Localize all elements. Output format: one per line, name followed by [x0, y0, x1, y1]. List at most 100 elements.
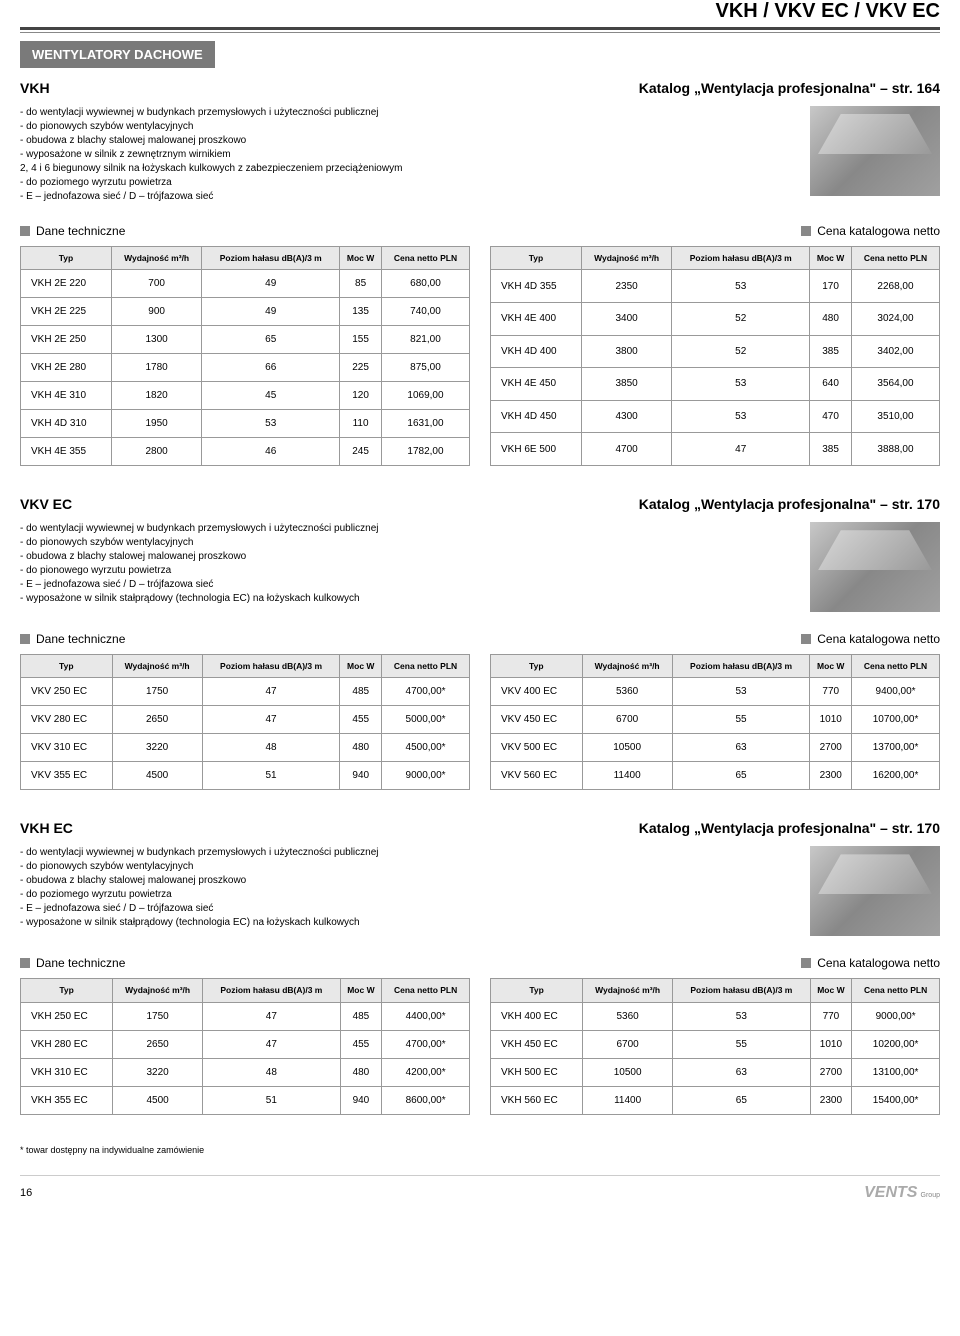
price-label: Cena katalogowa netto	[801, 956, 940, 970]
col-typ: Typ	[21, 247, 112, 270]
table-cell: 110	[340, 410, 382, 438]
table-row: VKH 310 EC3220484804200,00*	[21, 1058, 470, 1086]
table-cell: 47	[202, 706, 340, 734]
katalog-ref: Katalog „Wentylacja profesjonalna" – str…	[639, 496, 940, 512]
table-cell: 52	[672, 335, 810, 368]
table-cell: 3564,00	[851, 368, 939, 401]
desc-line: - obudowa z blachy stalowej malowanej pr…	[20, 874, 790, 888]
desc-row: - do wentylacji wywiewnej w budynkach pr…	[20, 846, 940, 936]
table-cell: 3850	[582, 368, 672, 401]
table-cell: 2700	[810, 734, 852, 762]
col-halas: Poziom hałasu dB(A)/3 m	[672, 655, 810, 678]
table-cell: 11400	[583, 1086, 673, 1114]
tech-head: Dane techniczneCena katalogowa netto	[20, 224, 940, 238]
desc-row: - do wentylacji wywiewnej w budynkach pr…	[20, 106, 940, 204]
table-row: VKH 560 EC1140065230015400,00*	[491, 1086, 940, 1114]
table-cell: 2700	[810, 1058, 852, 1086]
table-row: VKV 310 EC3220484804500,00*	[21, 734, 470, 762]
table-cell: VKH 4E 355	[21, 438, 112, 466]
table-cell: 10200,00*	[852, 1030, 940, 1058]
desc-line: - wyposażone w silnik stałprądowy (techn…	[20, 916, 790, 930]
product-title: VKV EC	[20, 496, 72, 512]
product-head: VKV EC Katalog „Wentylacja profesjonalna"…	[20, 496, 940, 512]
table-cell: VKV 500 EC	[491, 734, 583, 762]
table-row: VKH 280 EC2650474554700,00*	[21, 1030, 470, 1058]
col-cena: Cena netto PLN	[381, 247, 469, 270]
spec-table: TypWydajność m³/hPoziom hałasu dB(A)/3 m…	[490, 246, 940, 466]
table-cell: 4500	[112, 762, 202, 790]
table-row: VKV 355 EC4500519409000,00*	[21, 762, 470, 790]
product-head: VKH ECKatalog „Wentylacja profesjonalna"…	[20, 820, 940, 836]
table-cell: 2350	[582, 270, 672, 303]
col-wyd: Wydajność m³/h	[113, 979, 203, 1002]
table-cell: 120	[340, 382, 382, 410]
table-cell: 1950	[112, 410, 202, 438]
table-row: VKH 4E 3552800462451782,00	[21, 438, 470, 466]
product-block: VKHKatalog „Wentylacja profesjonalna" – …	[20, 80, 940, 466]
table-cell: 47	[203, 1002, 341, 1030]
table-cell: VKH 560 EC	[491, 1086, 583, 1114]
table-cell: 170	[810, 270, 852, 303]
table-cell: VKV 280 EC	[21, 706, 113, 734]
table-cell: 225	[340, 354, 382, 382]
table-row: VKV 560 EC1140065230016200,00*	[491, 762, 940, 790]
table-cell: 4700,00*	[382, 678, 470, 706]
table-cell: 49	[202, 270, 340, 298]
tables-row: TypWydajność m³/hPoziom hałasu dB(A)/3 m…	[20, 246, 940, 466]
product-block: VKH ECKatalog „Wentylacja profesjonalna"…	[20, 820, 940, 1114]
table-cell: 1750	[112, 678, 202, 706]
col-wyd: Wydajność m³/h	[583, 979, 673, 1002]
table-cell: 10500	[582, 734, 672, 762]
table-cell: 47	[203, 1030, 341, 1058]
table-cell: 2300	[810, 1086, 852, 1114]
table-cell: 680,00	[381, 270, 469, 298]
table-cell: 8600,00*	[382, 1086, 470, 1114]
table-cell: 66	[202, 354, 340, 382]
table-cell: 51	[202, 762, 340, 790]
katalog-ref: Katalog „Wentylacja profesjonalna" – str…	[639, 80, 940, 96]
bullet-icon	[801, 958, 811, 968]
tech-head: Dane techniczneCena katalogowa netto	[20, 956, 940, 970]
col-moc: Moc W	[340, 979, 382, 1002]
table-cell: 53	[673, 1002, 811, 1030]
table-row: VKH 2E 2207004985680,00	[21, 270, 470, 298]
table-cell: VKV 310 EC	[21, 734, 113, 762]
desc-line: - do wentylacji wywiewnej w budynkach pr…	[20, 846, 790, 860]
page-number: 16	[20, 1187, 32, 1199]
table-cell: 485	[340, 1002, 382, 1030]
table-cell: VKV 355 EC	[21, 762, 113, 790]
desc-line: - do poziomego wyrzutu powietrza	[20, 176, 790, 190]
tables-row: TypWydajność m³/hPoziom hałasu dB(A)/3 m…	[20, 978, 940, 1114]
col-typ: Typ	[491, 655, 583, 678]
col-typ: Typ	[21, 655, 113, 678]
table-cell: 4300	[582, 400, 672, 433]
table-cell: VKH 4D 355	[491, 270, 582, 303]
table-cell: 245	[340, 438, 382, 466]
table-cell: 485	[340, 678, 382, 706]
product-block: VKV EC Katalog „Wentylacja profesjonalna"…	[20, 496, 940, 790]
table-cell: 1069,00	[381, 382, 469, 410]
table-cell: 10700,00*	[852, 706, 940, 734]
desc-line: - do pionowych szybów wentylacyjnych	[20, 860, 790, 874]
brand-name: VENTS	[864, 1184, 917, 1201]
table-cell: VKH 400 EC	[491, 1002, 583, 1030]
section-tab: WENTYLATORY DACHOWE	[20, 41, 215, 68]
table-cell: 9400,00*	[852, 678, 940, 706]
table-cell: 3402,00	[851, 335, 939, 368]
table-cell: VKH 2E 280	[21, 354, 112, 382]
table-cell: 47	[672, 433, 810, 466]
table-cell: 3024,00	[851, 302, 939, 335]
table-cell: 3510,00	[851, 400, 939, 433]
col-halas: Poziom hałasu dB(A)/3 m	[202, 247, 340, 270]
table-row: VKH 2E 250130065155821,00	[21, 326, 470, 354]
spec-table: TypWydajność m³/hPoziom hałasu dB(A)/3 m…	[490, 654, 940, 790]
table-cell: 480	[340, 734, 382, 762]
table-cell: 16200,00*	[852, 762, 940, 790]
table-cell: 5360	[583, 1002, 673, 1030]
desc-line: - do pionowego wyrzutu powietrza	[20, 564, 790, 578]
table-cell: VKH 2E 225	[21, 298, 112, 326]
table-cell: 2650	[113, 1030, 203, 1058]
col-typ: Typ	[491, 247, 582, 270]
product-head: VKHKatalog „Wentylacja profesjonalna" – …	[20, 80, 940, 96]
table-row: VKH 250 EC1750474854400,00*	[21, 1002, 470, 1030]
